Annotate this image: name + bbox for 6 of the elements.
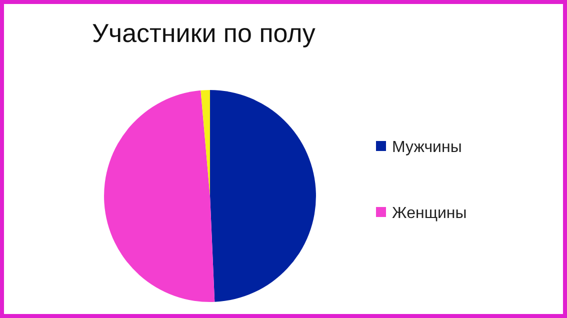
pie-slice (104, 90, 215, 302)
pie-slice (210, 90, 316, 302)
legend-label: Мужчины (392, 139, 462, 156)
pie-slice (200, 90, 210, 196)
chart-title: Участники по полу (92, 18, 316, 48)
legend-label: Женщины (392, 205, 467, 222)
